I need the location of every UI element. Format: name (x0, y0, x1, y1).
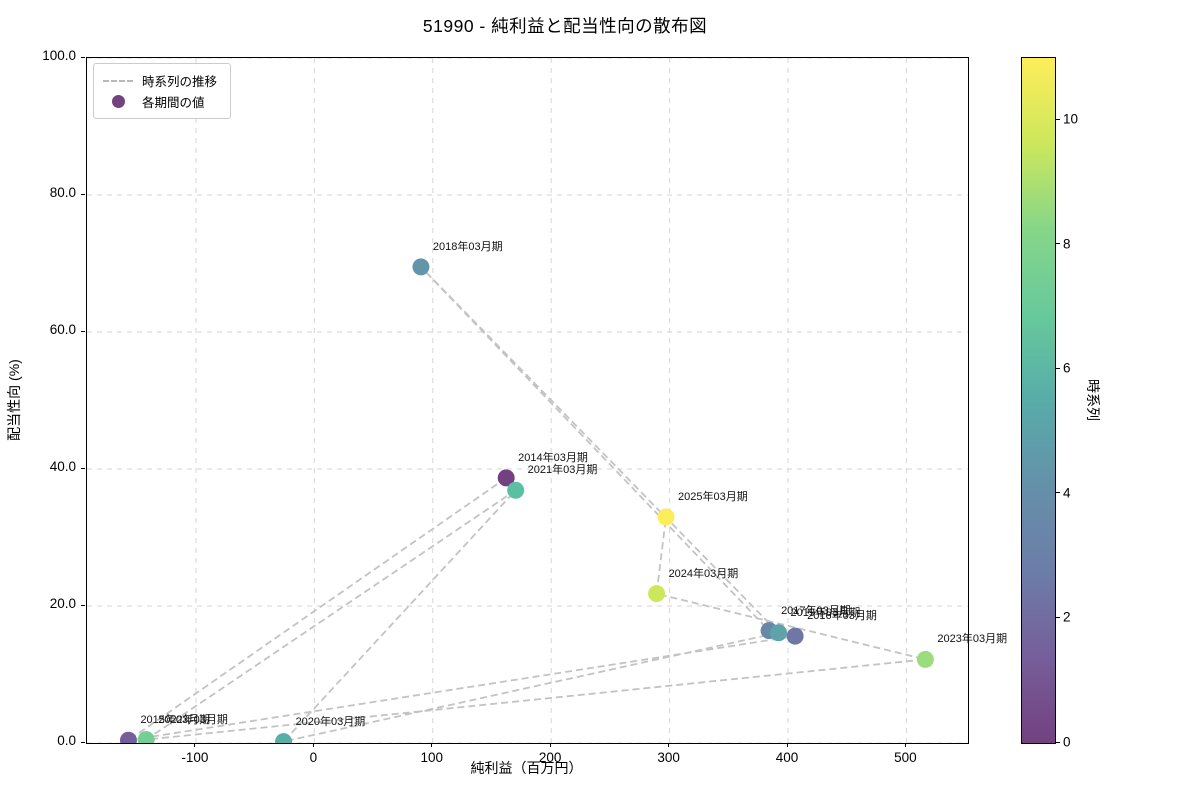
data-point-2020年03月期 (275, 733, 293, 743)
scatter-canvas (87, 58, 968, 743)
time-series-trail (127, 266, 926, 743)
colorbar-tick-mark (1056, 367, 1060, 369)
y-tick-label: 0.0 (57, 733, 76, 748)
x-tick-label: 500 (894, 750, 917, 765)
y-tick-mark (81, 56, 85, 58)
data-point-2021年03月期 (507, 481, 525, 499)
annotation-2025年03月期: 2025年03月期 (678, 490, 748, 503)
data-point-2016年03月期 (786, 627, 804, 645)
data-point-2025年03月期 (657, 508, 675, 526)
colorbar-tick-mark (1056, 243, 1060, 245)
legend: 時系列の推移 各期間の値 (93, 63, 231, 119)
annotation-2019年03月期: 2019年03月期 (790, 606, 861, 619)
legend-item-points: 各期間の値 (103, 91, 220, 112)
data-point-2018年03月期 (412, 258, 430, 276)
chart-title: 51990 - 純利益と配当性向の散布図 (422, 16, 708, 36)
colorbar-tick-mark (1056, 616, 1060, 618)
annotation-2024年03月期: 2024年03月期 (668, 567, 739, 580)
annotation-2015年03月期: 2015年03月期 (140, 714, 211, 727)
colorbar (1021, 57, 1056, 744)
data-point-2023年03月期 (916, 650, 934, 668)
colorbar-tick-label: 8 (1063, 236, 1071, 252)
colorbar-tick-label: 0 (1063, 734, 1071, 750)
x-tick-label: -100 (181, 750, 209, 765)
annotation-2023年03月期: 2023年03月期 (937, 633, 1008, 646)
annotation-2014年03月期: 2014年03月期 (518, 451, 588, 464)
colorbar-tick-mark (1056, 741, 1060, 743)
dashed-line-icon (103, 79, 133, 82)
annotation-2021年03月期: 2021年03月期 (527, 464, 598, 477)
y-tick-mark (81, 604, 85, 606)
x-tick-mark (549, 743, 551, 747)
legend-circle-marker (111, 95, 125, 108)
legend-item-trail: 時系列の推移 (103, 70, 220, 91)
y-tick-label: 20.0 (49, 596, 76, 611)
data-point-2022年03月期 (137, 731, 155, 743)
plot-area: 2014年03月期 2015年03月期 2016年03月期 2017年03月期 2018… (86, 57, 1007, 744)
y-tick-mark (81, 467, 85, 469)
colorbar-tick-mark (1056, 492, 1060, 494)
x-tick-mark (194, 743, 196, 747)
colorbar-label: 時系列 (1085, 379, 1101, 421)
annotation-2017年03月期: 2017年03月期 (781, 604, 851, 617)
colorbar-tick-label: 2 (1063, 609, 1071, 625)
x-tick-mark (312, 743, 314, 747)
colorbar-tick-mark (1056, 118, 1060, 120)
annotation-2020年03月期: 2020年03月期 (295, 715, 366, 728)
x-tick-mark (668, 743, 670, 747)
annotation-2018年03月期: 2018年03月期 (432, 240, 503, 253)
y-tick-label: 100.0 (42, 48, 76, 63)
colorbar-tick-label: 4 (1063, 485, 1071, 501)
y-tick-mark (81, 330, 85, 332)
y-tick-label: 80.0 (49, 185, 76, 200)
x-axis-label: 純利益（百万円） (470, 760, 583, 776)
y-tick-mark (81, 741, 85, 743)
annotation-2022年03月期: 2022年03月期 (158, 713, 228, 726)
y-tick-label: 40.0 (49, 459, 76, 474)
x-tick-mark (904, 743, 906, 747)
circle-marker-icon (103, 95, 133, 108)
x-tick-label: 300 (657, 750, 680, 765)
y-tick-label: 60.0 (49, 322, 76, 337)
y-axis-label: 配当性向 (%) (6, 359, 22, 441)
data-point-2015年03月期 (119, 731, 137, 743)
y-tick-mark (81, 193, 85, 195)
x-tick-label: 200 (538, 750, 562, 765)
legend-trail-label: 時系列の推移 (142, 75, 218, 89)
x-tick-label: 0 (309, 750, 318, 765)
colorbar-tick-label: 6 (1063, 360, 1071, 376)
data-point-2024年03月期 (648, 585, 666, 603)
x-tick-label: 400 (775, 750, 799, 765)
x-tick-mark (786, 743, 788, 747)
legend-points-label: 各期間の値 (142, 96, 205, 110)
x-tick-mark (431, 743, 433, 747)
data-point-2014年03月期 (497, 469, 515, 487)
annotation-2016年03月期: 2016年03月期 (807, 610, 877, 623)
x-tick-label: 100 (420, 750, 444, 765)
colorbar-tick-label: 10 (1063, 111, 1079, 127)
data-point-2019年03月期 (770, 624, 788, 642)
